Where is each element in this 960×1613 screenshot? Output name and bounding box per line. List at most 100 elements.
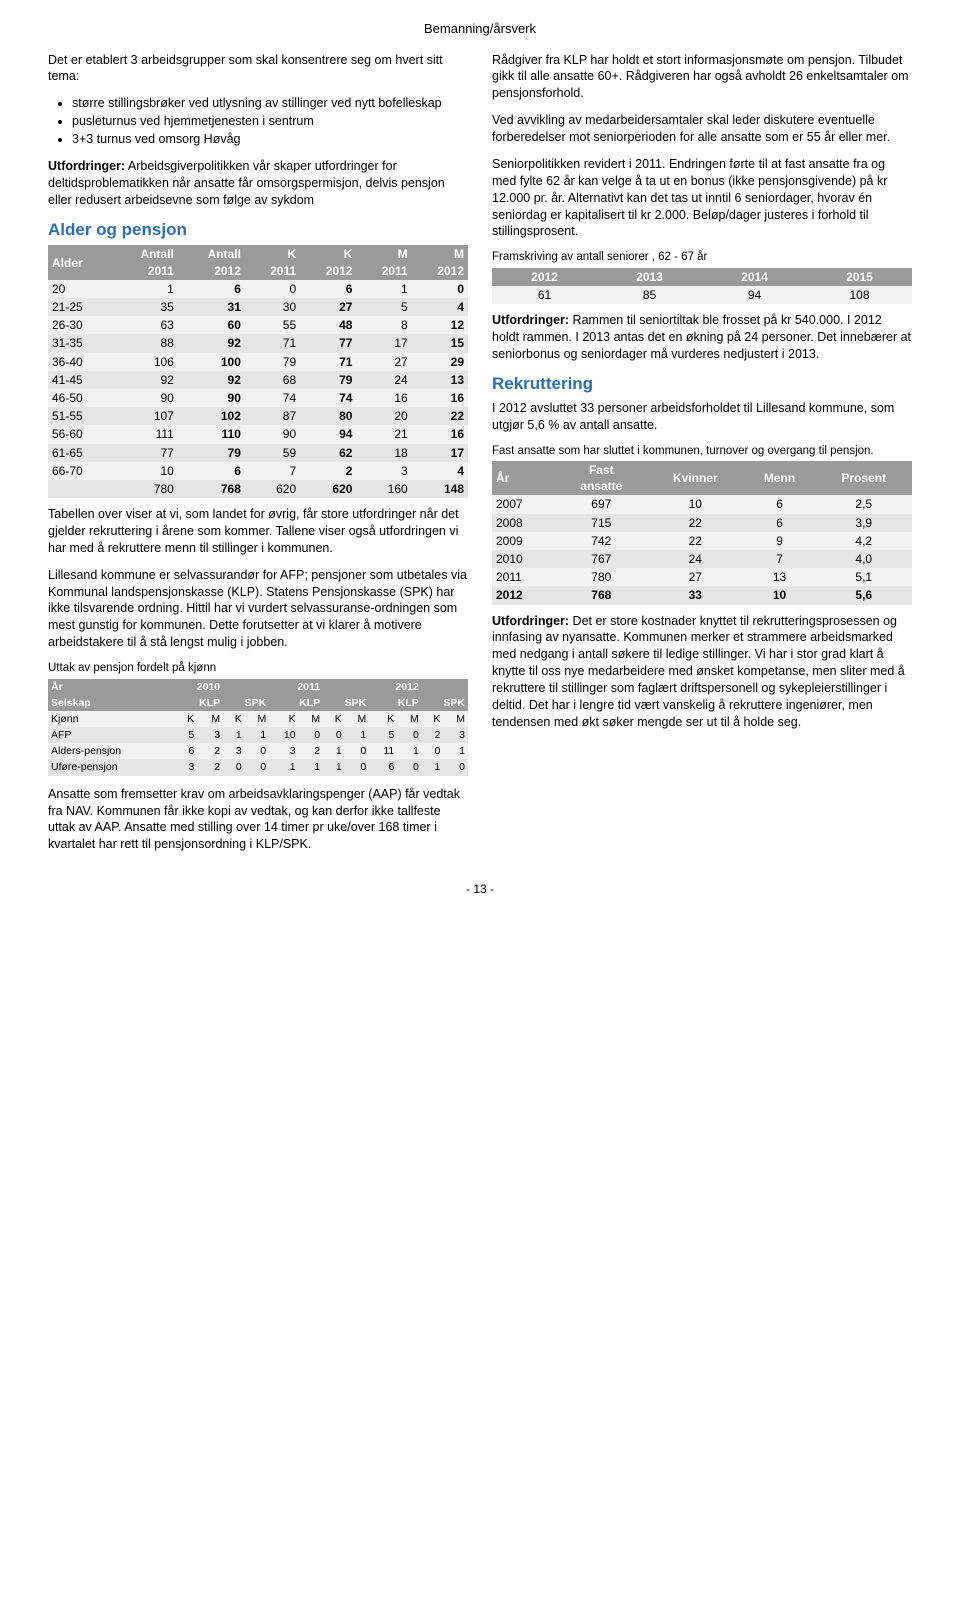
fast-table: ÅrFastansatteKvinnerMennProsent200769710… — [492, 461, 912, 605]
fram-title: Framskriving av antall seniorer , 62 - 6… — [492, 250, 912, 266]
table-cell: 1 — [269, 759, 298, 775]
table-cell: 35 — [111, 298, 178, 316]
table-cell: 61 — [492, 286, 597, 304]
table-header: 2014 — [702, 268, 807, 286]
table-cell: 620 — [300, 480, 356, 498]
table-header: M2012 — [412, 245, 468, 279]
table-row: 20097422294,2 — [492, 532, 912, 550]
table-cell: 77 — [111, 444, 178, 462]
table-cell: 10 — [269, 727, 298, 743]
table-cell: 12 — [412, 316, 468, 334]
table-cell: 74 — [300, 389, 356, 407]
table-cell: 1 — [443, 743, 468, 759]
table-cell: 68 — [245, 371, 300, 389]
table-cell: K — [269, 711, 298, 727]
table-header: KLP — [269, 695, 323, 711]
table-cell: 2012 — [492, 586, 556, 604]
table-row: 56-6011111090942116 — [48, 425, 468, 443]
avvikling-para: Ved avvikling av medarbeidersamtaler ska… — [492, 112, 912, 146]
table-cell: 88 — [111, 334, 178, 352]
table-header: Fastansatte — [556, 461, 648, 495]
table-cell: 21 — [356, 425, 411, 443]
table-cell: 17 — [412, 444, 468, 462]
rekruttering-heading: Rekruttering — [492, 373, 912, 396]
table-cell: 2,5 — [816, 495, 912, 513]
table-cell: 30 — [245, 298, 300, 316]
table-cell: 79 — [178, 444, 245, 462]
table-cell: 7 — [245, 462, 300, 480]
table-cell: 110 — [178, 425, 245, 443]
rekr-para: I 2012 avsluttet 33 personer arbeidsforh… — [492, 400, 912, 434]
table-row: 36-4010610079712729 — [48, 353, 468, 371]
table-header: 2015 — [807, 268, 912, 286]
table-cell: 16 — [356, 389, 411, 407]
table-cell: 4,0 — [816, 550, 912, 568]
table-cell: 90 — [111, 389, 178, 407]
table-cell: 13 — [412, 371, 468, 389]
table-cell: 6 — [174, 743, 197, 759]
table-header: Selskap — [48, 695, 174, 711]
table-cell: 4 — [412, 298, 468, 316]
table-cell: 5 — [174, 727, 197, 743]
table-cell: 2008 — [492, 514, 556, 532]
table-cell: 0 — [345, 743, 370, 759]
table-cell: 74 — [245, 389, 300, 407]
left-column: Det er etablert 3 arbeidsgrupper som ska… — [48, 52, 468, 864]
table-header: År — [492, 461, 556, 495]
utf2-label: Utfordringer: — [492, 614, 569, 628]
table-cell: 2 — [300, 462, 356, 480]
table-cell: 1 — [356, 280, 411, 298]
table-cell: 79 — [245, 353, 300, 371]
alder-table: AlderAntall2011Antall2012K2011K2012M2011… — [48, 245, 468, 498]
table-cell: 2010 — [492, 550, 556, 568]
table-row: 20107672474,0 — [492, 550, 912, 568]
table-row: Uføre-pensjon320011106010 — [48, 759, 468, 775]
table-header: KLP — [369, 695, 422, 711]
table-cell: 767 — [556, 550, 648, 568]
table-cell: 62 — [300, 444, 356, 462]
uttak-title: Uttak av pensjon fordelt på kjønn — [48, 661, 468, 677]
afp-para: Lillesand kommune er selvassurandør for … — [48, 567, 468, 651]
table-header: K2012 — [300, 245, 356, 279]
bullet-item: 3+3 turnus ved omsorg Høvåg — [72, 131, 468, 148]
table-cell: 742 — [556, 532, 648, 550]
table-cell: 24 — [647, 550, 743, 568]
table-row: 46-50909074741616 — [48, 389, 468, 407]
table-cell: 16 — [412, 389, 468, 407]
table-cell: 11 — [369, 743, 397, 759]
table-row: 20160610 — [48, 280, 468, 298]
table-cell: 85 — [597, 286, 702, 304]
table-cell: 5 — [369, 727, 397, 743]
table-cell: 15 — [412, 334, 468, 352]
table-header: Prosent — [816, 461, 912, 495]
table-cell: 3 — [174, 759, 197, 775]
table-cell: 22 — [647, 514, 743, 532]
bullet-list: større stillingsbrøker ved utlysning av … — [72, 95, 468, 148]
table-cell: 20 — [48, 280, 111, 298]
table-cell: 87 — [245, 407, 300, 425]
table-cell: M — [197, 711, 223, 727]
table-cell: 715 — [556, 514, 648, 532]
table-cell — [48, 480, 111, 498]
table-cell: 29 — [412, 353, 468, 371]
table-cell: 1 — [323, 743, 345, 759]
table-cell: 10 — [744, 586, 816, 604]
table-header: 2013 — [597, 268, 702, 286]
table-row: AFP5311100015023 — [48, 727, 468, 743]
table-cell: 6 — [744, 495, 816, 513]
table-row: 21-253531302754 — [48, 298, 468, 316]
table-cell: 92 — [178, 371, 245, 389]
table-cell: 63 — [111, 316, 178, 334]
table-header: Antall2011 — [111, 245, 178, 279]
table-cell: 0 — [245, 280, 300, 298]
table-cell: 2007 — [492, 495, 556, 513]
table-row: Alders-pensjon6230321011101 — [48, 743, 468, 759]
table-cell: 0 — [345, 759, 370, 775]
table-cell: 26-30 — [48, 316, 111, 334]
table-cell: 77 — [300, 334, 356, 352]
utf-para: Utfordringer: Rammen til seniortiltak bl… — [492, 312, 912, 363]
table-cell: 16 — [412, 425, 468, 443]
table-row: 780768620620160148 — [48, 480, 468, 498]
utfordringer-label: Utfordringer: — [48, 159, 125, 173]
table-cell: 100 — [178, 353, 245, 371]
